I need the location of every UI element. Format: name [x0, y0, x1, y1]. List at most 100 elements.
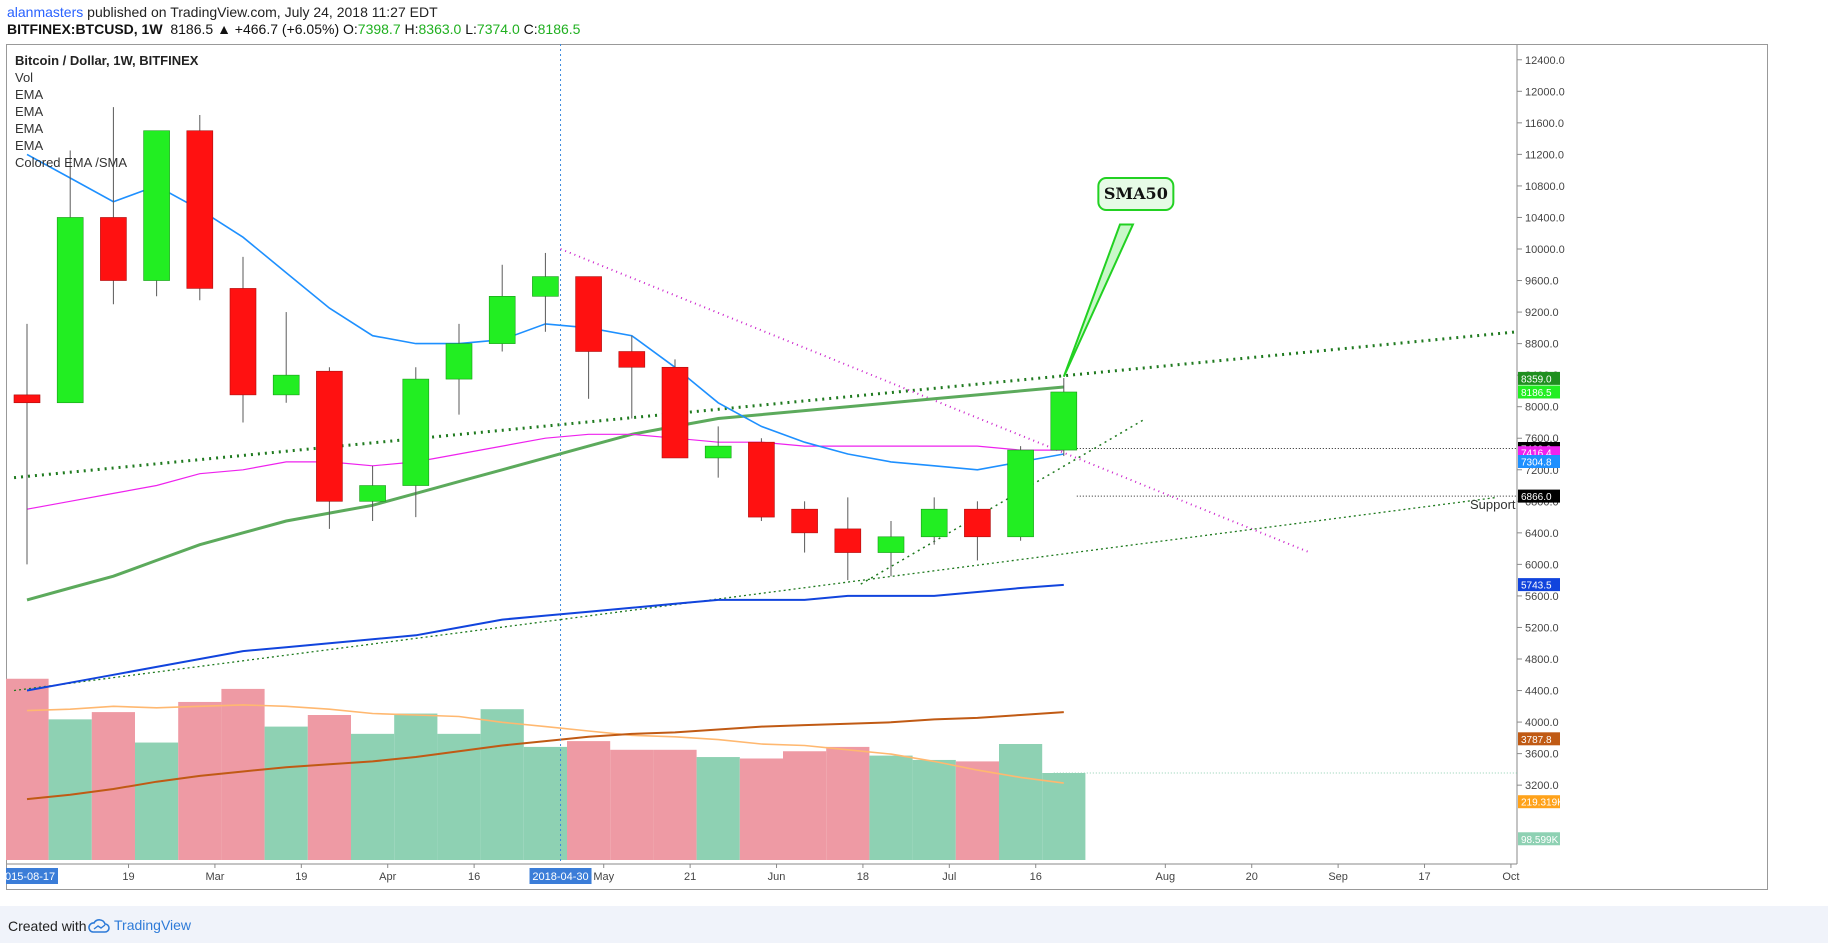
price-tag-box	[1518, 385, 1560, 399]
candle-body	[272, 374, 300, 396]
x-tick-label: 19	[295, 871, 307, 883]
price-chart[interactable]: 12400.0 12000.0 11600.0 11200.0 10800.0 10400…	[6, 44, 1768, 890]
volume-bar	[437, 733, 481, 860]
candle-body	[834, 528, 862, 553]
x-tick-label: 21	[684, 871, 696, 883]
chart-border	[6, 44, 1768, 890]
chart-area[interactable]: 12400.0 12000.0 11600.0 11200.0 10800.0 10400…	[6, 44, 1768, 890]
x-tick-label: 16	[468, 871, 480, 883]
candle-body	[532, 276, 559, 297]
price-tag-box	[1518, 795, 1560, 809]
x-tick-label: Aug	[1156, 871, 1176, 883]
volume-bar	[221, 688, 265, 860]
volume-bar	[653, 749, 697, 860]
candle-body	[748, 441, 775, 518]
candle-body	[488, 296, 516, 344]
legend-item-vol[interactable]: Vol	[15, 70, 34, 85]
y-tick-label: 10400.0	[1525, 212, 1565, 224]
y-tick-label: 3200.0	[1525, 780, 1559, 792]
short-support-trendline	[860, 417, 1147, 585]
candle-body	[1007, 449, 1034, 538]
legend-item-colored-ema-sma[interactable]: Colored EMA /SMA	[15, 155, 127, 170]
legend-title: Bitcoin / Dollar, 1W, BITFINEX	[15, 53, 199, 68]
x-tick-label: 17	[1418, 871, 1430, 883]
volume-ma-orange-line	[26, 704, 1064, 784]
publish-info: published on TradingView.com, July 24, 2…	[87, 4, 438, 20]
y-tick-label: 9200.0	[1525, 307, 1559, 319]
sma50-callout-pointer	[1062, 223, 1135, 378]
candle-body	[143, 130, 170, 281]
candle-body	[316, 370, 343, 502]
x-tick-label: 16	[1030, 871, 1042, 883]
open-value: 7398.7	[357, 21, 401, 37]
author-link[interactable]: alanmasters	[7, 4, 84, 20]
candle-body	[359, 485, 386, 502]
price-tag-label: 8359.0	[1521, 374, 1552, 385]
volume-bar	[696, 757, 740, 860]
x-tick-label: Mar	[205, 871, 224, 883]
price-tag-label: 7416.4	[1521, 449, 1552, 460]
x-tick-label: May	[593, 871, 614, 883]
candle-body	[877, 536, 905, 553]
y-tick-label: 4000.0	[1525, 717, 1559, 729]
y-tick-label: 11600.0	[1525, 118, 1564, 130]
candle-body	[56, 217, 84, 404]
date-axis-highlight	[529, 868, 592, 884]
price-tag-box	[1518, 832, 1560, 846]
candle-body	[445, 343, 473, 380]
price-tag-label: 5743.5	[1521, 581, 1552, 592]
close-label: C:	[523, 21, 538, 37]
sma50-green-line	[26, 385, 1064, 602]
candle-body	[704, 445, 732, 459]
volume-bar	[999, 744, 1043, 860]
tradingview-cloud-icon	[88, 919, 110, 934]
ohlc-line: BITFINEX:BTCUSD, 1W 8186.5 ▲ +466.7 (+6.…	[7, 21, 580, 37]
x-tick-label: Jun	[768, 871, 786, 883]
x-tick-label: 20	[1246, 871, 1258, 883]
last-price: 8186.5	[170, 21, 214, 37]
y-tick-label: 6000.0	[1525, 559, 1559, 571]
x-tick-label: 2018-04-30	[532, 871, 588, 883]
x-tick-label: Oct	[1502, 871, 1519, 883]
volume-bar	[523, 746, 567, 860]
volume-bar	[264, 726, 308, 860]
candle-body	[920, 508, 948, 538]
volume-bar	[912, 759, 956, 860]
legend-item-ema-2[interactable]: EMA	[15, 104, 44, 119]
candle-body	[186, 130, 214, 289]
volume-bar	[826, 746, 870, 860]
y-tick-label: 12400.0	[1525, 55, 1565, 67]
candle-body	[13, 394, 41, 404]
candle-body	[661, 366, 689, 459]
price-tag-label: 219.319K	[1521, 798, 1564, 809]
price-tag-label: 8186.5	[1521, 388, 1552, 399]
volume-bar	[178, 701, 222, 860]
tradingview-link[interactable]: TradingView	[88, 917, 191, 934]
y-tick-label: 4400.0	[1525, 686, 1559, 698]
volume-bar	[394, 713, 438, 860]
legend-item-ema-3[interactable]: EMA	[15, 121, 44, 136]
price-tag-box	[1518, 455, 1560, 469]
y-tick-label: 9600.0	[1525, 276, 1559, 288]
volume-bar	[567, 741, 611, 860]
close-value: 8186.5	[537, 21, 581, 37]
legend-item-ema-1[interactable]: EMA	[15, 87, 44, 102]
y-tick-label: 10000.0	[1525, 244, 1565, 256]
sma50-callout-box	[1097, 177, 1175, 212]
legend-item-ema-4[interactable]: EMA	[15, 138, 44, 153]
candle-body	[229, 288, 257, 396]
x-tick-label: 18	[857, 871, 869, 883]
y-tick-label: 3600.0	[1525, 749, 1559, 761]
y-tick-label: 10800.0	[1525, 181, 1565, 193]
footer-bar: Created with TradingView	[0, 906, 1828, 943]
price-change: ▲ +466.7 (+6.05%)	[217, 21, 340, 37]
x-tick-label: 2015-08-17	[6, 871, 55, 883]
y-tick-label: 5200.0	[1525, 622, 1559, 634]
volume-ma-brown-line	[26, 711, 1064, 801]
low-label: L:	[465, 21, 477, 37]
y-tick-label: 4800.0	[1525, 654, 1559, 666]
y-tick-label: 8800.0	[1525, 339, 1559, 351]
price-tag-box	[1518, 371, 1560, 385]
candle-body	[100, 217, 127, 281]
volume-bar	[307, 715, 351, 860]
